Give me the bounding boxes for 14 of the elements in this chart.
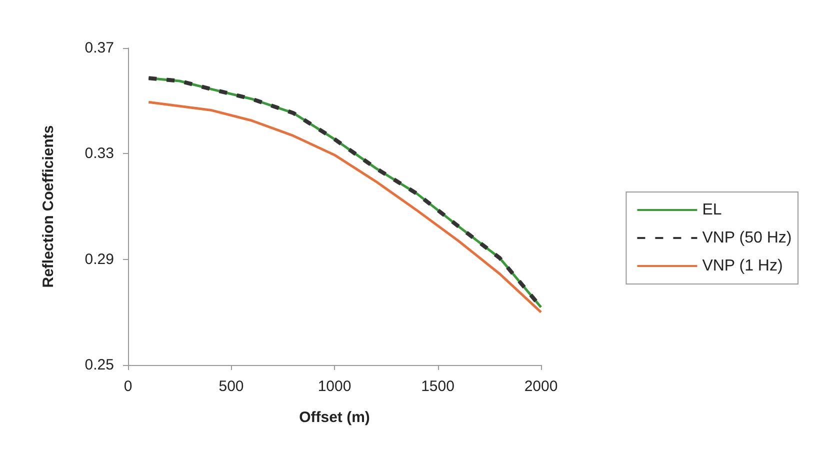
legend-label: VNP (1 Hz) [702, 258, 783, 274]
y-axis-title: Reflection Coefficients [40, 125, 57, 288]
legend-label: EL [702, 202, 722, 218]
legend-label: VNP (50 Hz) [702, 230, 792, 246]
y-tick-label: 0.37 [84, 40, 114, 56]
x-tick-label: 1500 [421, 378, 454, 395]
x-tick-label: 500 [218, 378, 244, 395]
x-tick-label: 1000 [318, 378, 352, 395]
y-tick-label: 0.33 [84, 145, 114, 162]
x-tick-label: 2000 [524, 378, 558, 395]
y-tick-label: 0.25 [84, 356, 114, 374]
x-tick-label: 0 [124, 378, 132, 395]
x-axis-title: Offset (m) [299, 409, 370, 426]
y-tick-label: 0.29 [84, 250, 114, 268]
